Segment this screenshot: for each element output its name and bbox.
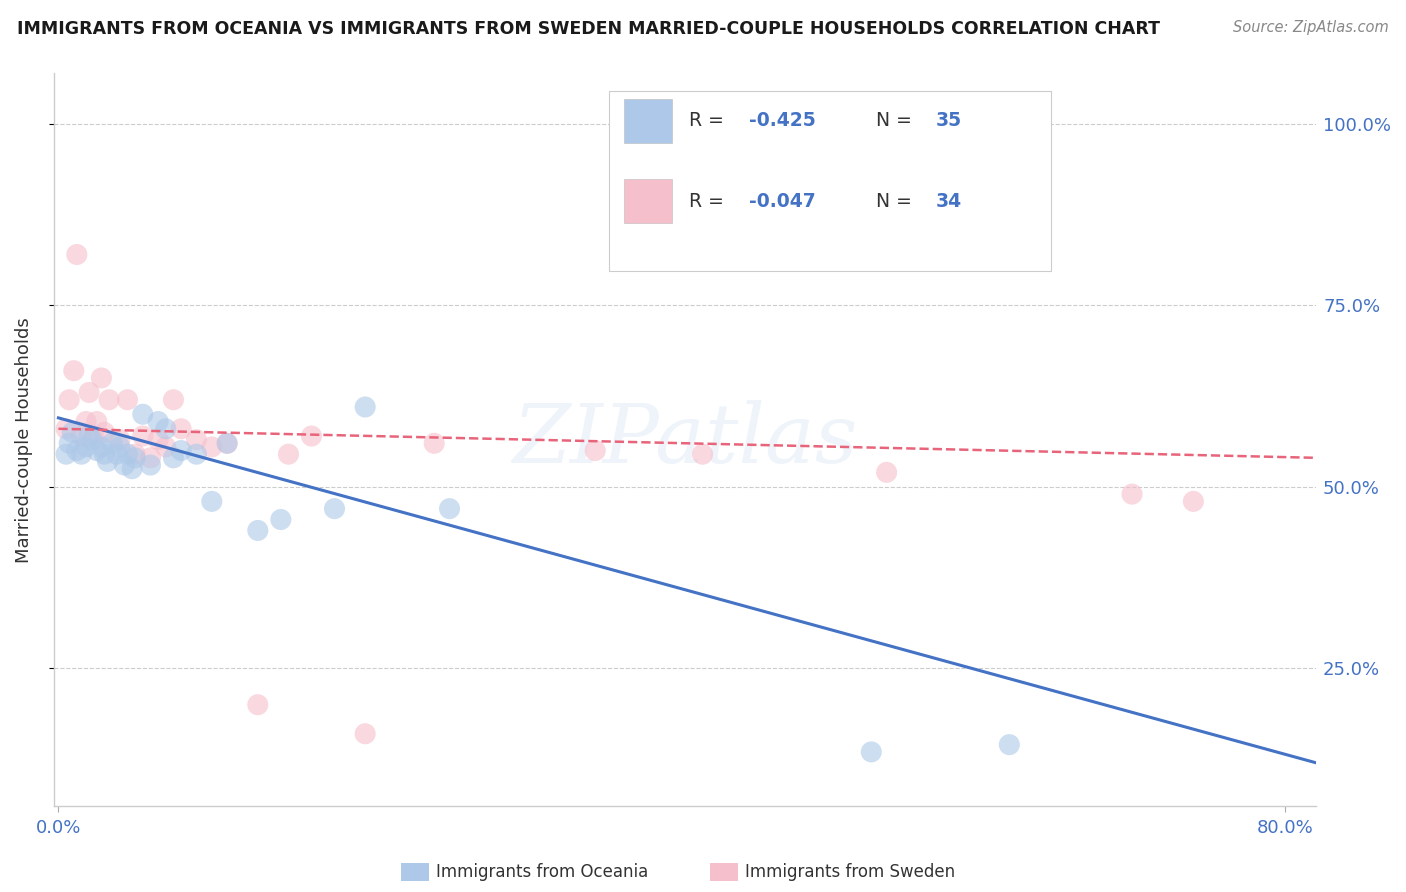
Point — [86, 443, 108, 458]
Point — [170, 443, 193, 458]
Point — [66, 443, 89, 458]
Text: Immigrants from Sweden: Immigrants from Sweden — [745, 863, 955, 881]
Point — [117, 392, 139, 407]
Text: N =: N = — [876, 112, 918, 130]
Point — [246, 524, 269, 538]
Point — [146, 433, 169, 447]
Point — [132, 429, 155, 443]
Point — [162, 392, 184, 407]
Point — [75, 440, 97, 454]
Point — [139, 458, 162, 472]
Point — [58, 392, 80, 407]
FancyBboxPatch shape — [609, 91, 1052, 271]
Point — [1182, 494, 1205, 508]
Text: R =: R = — [689, 192, 730, 211]
Text: -0.047: -0.047 — [749, 192, 815, 211]
Point — [201, 494, 224, 508]
Point — [66, 247, 89, 261]
Point — [162, 450, 184, 465]
Point — [217, 436, 239, 450]
Point — [112, 458, 135, 472]
Point — [201, 440, 224, 454]
Point — [246, 698, 269, 712]
Point — [108, 440, 131, 454]
Point — [86, 415, 108, 429]
Point — [583, 443, 606, 458]
Point — [186, 447, 208, 461]
Point — [98, 392, 121, 407]
Point — [60, 425, 83, 440]
Point — [70, 429, 93, 443]
Point — [323, 501, 346, 516]
Point — [58, 436, 80, 450]
Point — [83, 429, 105, 443]
Point — [354, 400, 377, 414]
Text: Immigrants from Oceania: Immigrants from Oceania — [436, 863, 648, 881]
Y-axis label: Married-couple Households: Married-couple Households — [15, 317, 32, 563]
Point — [155, 422, 177, 436]
Point — [354, 727, 377, 741]
Point — [423, 436, 446, 450]
Point — [876, 466, 898, 480]
Point — [90, 371, 112, 385]
Text: -0.425: -0.425 — [749, 112, 815, 130]
Point — [105, 447, 128, 461]
Point — [62, 364, 84, 378]
Point — [77, 429, 100, 443]
Point — [101, 436, 124, 450]
Point — [77, 385, 100, 400]
Point — [132, 407, 155, 421]
Point — [277, 447, 299, 461]
Point — [117, 447, 139, 461]
Point — [217, 436, 239, 450]
Point — [96, 454, 118, 468]
Point — [124, 450, 146, 465]
Text: ZIPatlas: ZIPatlas — [512, 400, 858, 480]
Point — [93, 447, 115, 461]
Point — [692, 447, 714, 461]
Text: IMMIGRANTS FROM OCEANIA VS IMMIGRANTS FROM SWEDEN MARRIED-COUPLE HOUSEHOLDS CORR: IMMIGRANTS FROM OCEANIA VS IMMIGRANTS FR… — [17, 20, 1160, 37]
FancyBboxPatch shape — [624, 99, 672, 143]
Point — [301, 429, 323, 443]
Point — [146, 415, 169, 429]
Point — [121, 461, 143, 475]
Point — [82, 433, 104, 447]
Point — [124, 447, 146, 461]
Point — [55, 447, 77, 461]
Point — [270, 512, 292, 526]
FancyBboxPatch shape — [624, 179, 672, 223]
Point — [55, 422, 77, 436]
Point — [70, 447, 93, 461]
Point — [90, 440, 112, 454]
Point — [439, 501, 461, 516]
Point — [75, 415, 97, 429]
Text: N =: N = — [876, 192, 918, 211]
Point — [170, 422, 193, 436]
Text: R =: R = — [689, 112, 730, 130]
Text: 34: 34 — [936, 192, 962, 211]
Point — [93, 425, 115, 440]
Point — [1121, 487, 1143, 501]
Point — [155, 440, 177, 454]
Point — [186, 433, 208, 447]
Text: Source: ZipAtlas.com: Source: ZipAtlas.com — [1233, 20, 1389, 35]
Point — [998, 738, 1021, 752]
Text: 35: 35 — [936, 112, 962, 130]
Point — [108, 433, 131, 447]
Point — [139, 450, 162, 465]
Point — [860, 745, 883, 759]
